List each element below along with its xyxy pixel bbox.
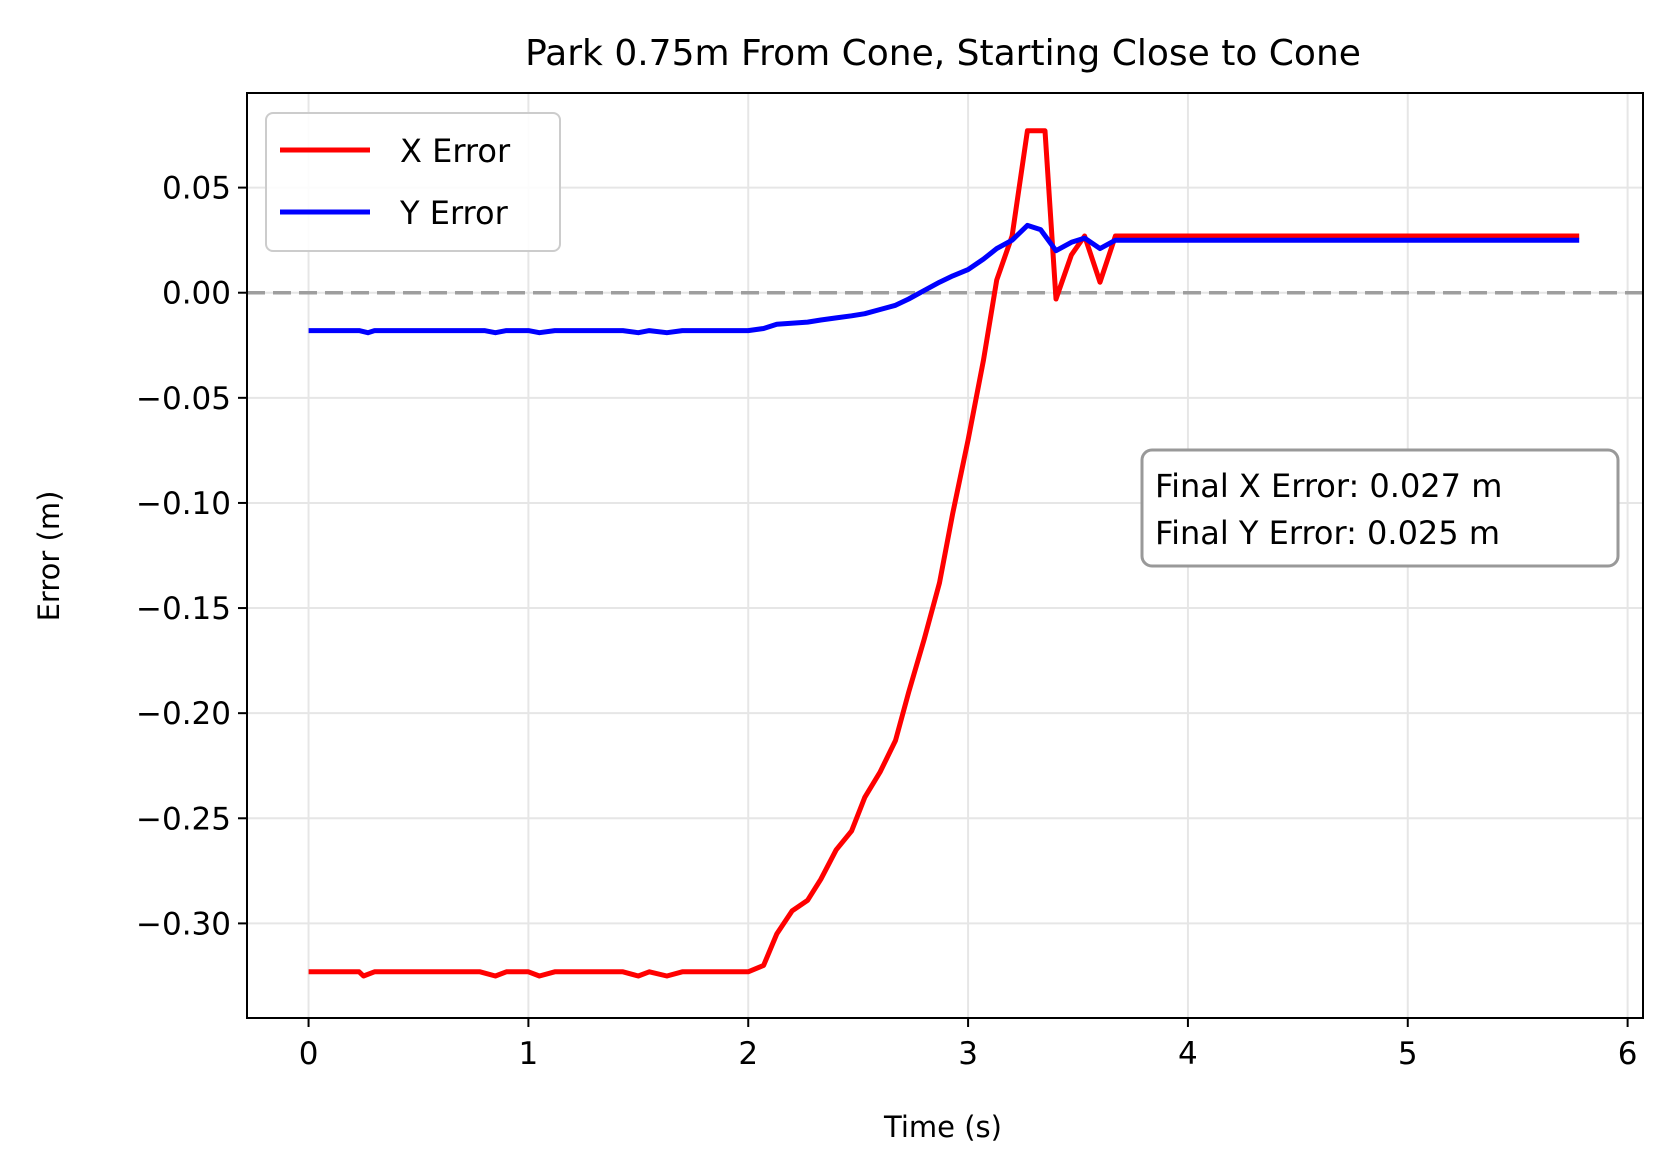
plot-frame — [246, 92, 1644, 1019]
x-axis-ticks: 0 1 2 3 4 5 6 — [299, 1018, 1638, 1072]
y-tick-label: −0.25 — [136, 801, 231, 837]
x-tick-label: 0 — [299, 1036, 319, 1072]
chart-title: Park 0.75m From Cone, Starting Close to … — [525, 33, 1361, 74]
x-tick-label: 4 — [1178, 1036, 1198, 1072]
y-tick-label: −0.30 — [136, 906, 231, 942]
x-tick-label: 5 — [1398, 1036, 1418, 1072]
y-tick-label: −0.10 — [136, 486, 231, 522]
annotation-line-x: Final X Error: 0.027 m — [1155, 467, 1502, 505]
x-tick-label: 1 — [519, 1036, 539, 1072]
legend: X Error Y Error — [265, 112, 561, 252]
legend-label-x-error: X Error — [400, 132, 511, 170]
legend-label-y-error: Y Error — [399, 194, 509, 232]
y-tick-label: 0.00 — [162, 276, 231, 312]
y-axis-ticks: 0.05 0.00 −0.05 −0.10 −0.15 −0.20 −0.25 −0.30 — [136, 171, 247, 942]
series-layer — [308, 128, 1580, 979]
annotation-line-y: Final Y Error: 0.025 m — [1155, 514, 1500, 552]
y-error-line — [308, 222, 1580, 336]
x-axis-label: Time (s) — [883, 1110, 1002, 1144]
x-tick-label: 2 — [738, 1036, 758, 1072]
x-tick-label: 3 — [958, 1036, 978, 1072]
x-tick-label: 6 — [1618, 1036, 1638, 1072]
annotation-box — [1140, 448, 1620, 568]
y-tick-label: −0.15 — [136, 591, 231, 627]
final-error-annotation: Final X Error: 0.027 m Final Y Error: 0.… — [1140, 448, 1620, 568]
y-tick-label: −0.05 — [136, 381, 231, 417]
y-tick-label: −0.20 — [136, 696, 231, 732]
y-tick-label: 0.05 — [162, 171, 231, 207]
x-error-line — [308, 128, 1580, 979]
y-axis-label: Error (m) — [32, 491, 66, 622]
